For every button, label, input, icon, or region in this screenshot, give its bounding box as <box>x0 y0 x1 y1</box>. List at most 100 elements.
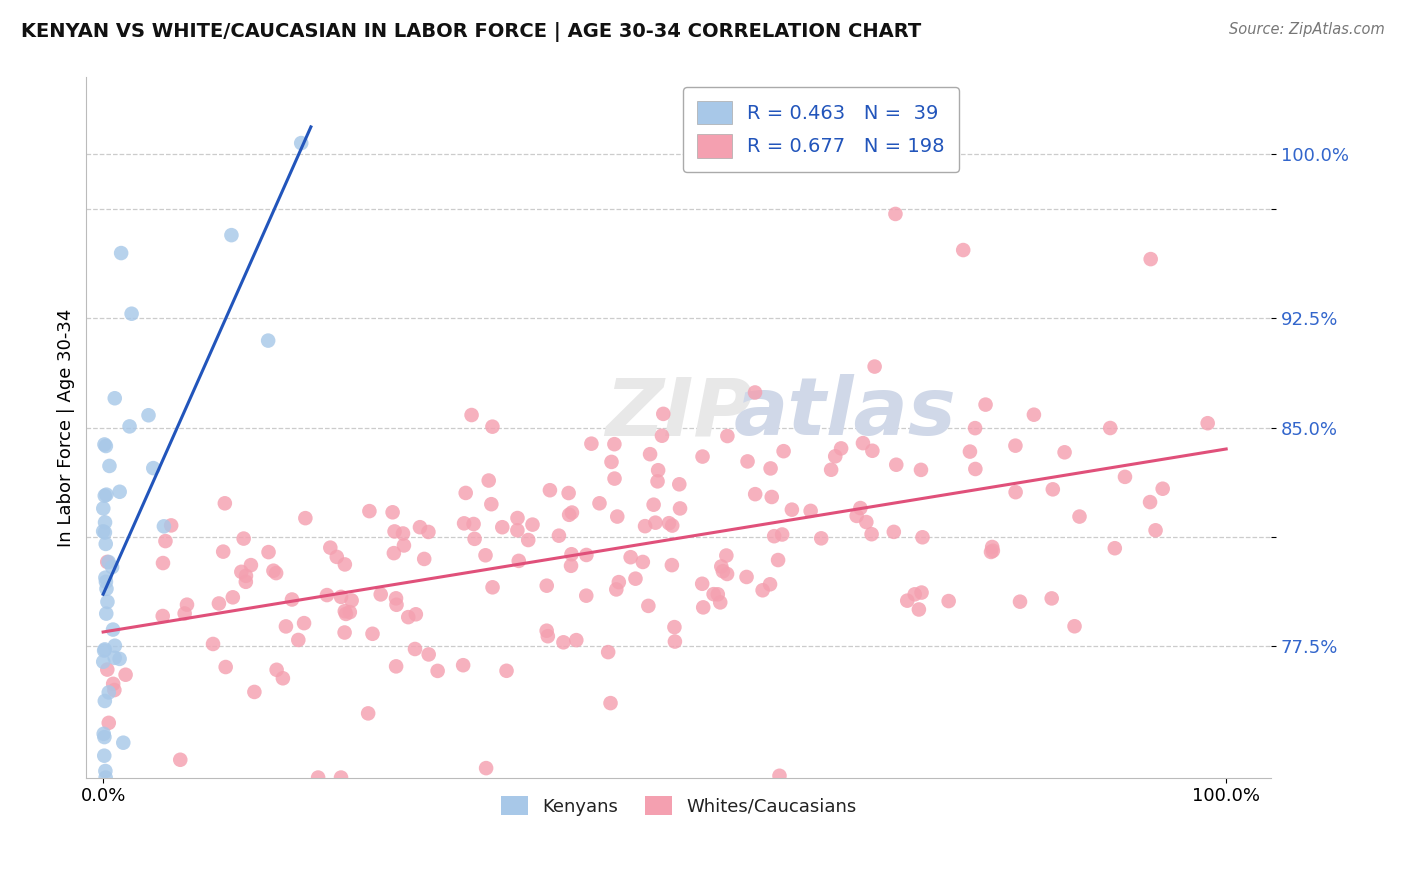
Point <box>598 645 620 659</box>
Point <box>980 545 1002 559</box>
Point <box>600 455 623 469</box>
Point <box>94 489 117 503</box>
Point <box>703 587 725 601</box>
Point <box>454 486 477 500</box>
Point <box>560 547 582 561</box>
Text: KENYAN VS WHITE/CAUCASIAN IN LABOR FORCE | AGE 30-34 CORRELATION CHART: KENYAN VS WHITE/CAUCASIAN IN LABOR FORCE… <box>21 22 921 42</box>
Point <box>1004 485 1026 500</box>
Point <box>772 444 794 458</box>
Point <box>94 537 117 551</box>
Point <box>548 529 571 543</box>
Point <box>271 671 294 685</box>
Point <box>152 556 174 570</box>
Point <box>647 463 669 477</box>
Point <box>93 748 115 763</box>
Point <box>108 484 131 499</box>
Point <box>603 437 626 451</box>
Point <box>257 545 280 559</box>
Point <box>759 577 782 591</box>
Point <box>884 458 907 472</box>
Point <box>104 639 127 653</box>
Point <box>93 730 115 744</box>
Point <box>634 519 657 533</box>
Point <box>965 421 987 435</box>
Point <box>911 530 934 544</box>
Point <box>155 534 177 549</box>
Text: ZIP: ZIP <box>605 375 752 452</box>
Text: Source: ZipAtlas.com: Source: ZipAtlas.com <box>1229 22 1385 37</box>
Point <box>333 558 356 572</box>
Point <box>460 408 482 422</box>
Point <box>405 607 427 622</box>
Point <box>830 442 852 456</box>
Point <box>173 607 195 621</box>
Point <box>536 579 558 593</box>
Point <box>575 548 598 562</box>
Point <box>357 706 380 721</box>
Point <box>647 475 669 489</box>
Point <box>239 558 262 573</box>
Point <box>231 565 253 579</box>
Point <box>896 593 918 607</box>
Point <box>392 526 415 541</box>
Point <box>661 558 683 573</box>
Point <box>169 753 191 767</box>
Point <box>744 487 766 501</box>
Point <box>981 540 1004 554</box>
Point <box>94 694 117 708</box>
Point <box>292 616 315 631</box>
Point <box>94 439 117 453</box>
Point <box>637 599 659 613</box>
Point <box>104 650 127 665</box>
Point <box>538 483 561 498</box>
Point <box>281 592 304 607</box>
Point <box>506 524 529 538</box>
Point <box>1022 408 1045 422</box>
Point <box>385 598 408 612</box>
Point <box>392 538 415 552</box>
Point <box>160 518 183 533</box>
Point <box>1063 619 1085 633</box>
Point <box>385 591 408 606</box>
Point <box>744 385 766 400</box>
Point <box>94 516 117 530</box>
Point <box>221 228 243 243</box>
Point <box>262 564 284 578</box>
Point <box>631 555 654 569</box>
Point <box>335 607 357 621</box>
Point <box>384 524 406 539</box>
Point <box>1099 421 1122 435</box>
Point <box>333 625 356 640</box>
Point <box>849 501 872 516</box>
Point <box>96 595 118 609</box>
Point <box>215 660 238 674</box>
Point <box>208 597 231 611</box>
Point <box>603 472 626 486</box>
Point <box>94 525 117 540</box>
Point <box>138 409 160 423</box>
Point <box>108 652 131 666</box>
Point <box>974 398 997 412</box>
Point <box>759 461 782 475</box>
Point <box>294 511 316 525</box>
Point <box>333 604 356 618</box>
Point <box>330 590 353 604</box>
Point <box>94 571 117 585</box>
Point <box>214 496 236 510</box>
Point <box>478 474 501 488</box>
Point <box>751 583 773 598</box>
Point <box>114 667 136 681</box>
Point <box>863 359 886 374</box>
Point <box>404 642 426 657</box>
Point <box>104 391 127 405</box>
Point <box>810 532 832 546</box>
Point <box>763 529 786 543</box>
Point <box>93 437 115 451</box>
Point <box>479 497 502 511</box>
Point <box>94 642 117 657</box>
Point <box>474 549 496 563</box>
Point <box>495 664 517 678</box>
Point <box>326 549 349 564</box>
Point <box>824 450 846 464</box>
Point <box>661 518 683 533</box>
